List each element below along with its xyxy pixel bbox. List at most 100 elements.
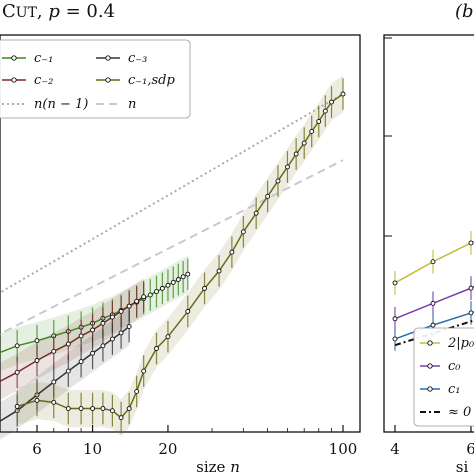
left-legend: c₋₁ c₋₃ c₋₂ c₋₁,sdp n(n − 1) n <box>0 39 191 119</box>
left-series-lines <box>0 78 346 434</box>
right-data-point <box>468 310 474 316</box>
left-shaded-bands <box>0 75 344 440</box>
data-point <box>175 277 181 282</box>
x-tick-label: 100 <box>329 440 358 458</box>
data-point <box>109 336 115 342</box>
data-point <box>78 406 84 411</box>
data-point <box>170 279 176 285</box>
x-tick-label: 10 <box>83 440 102 458</box>
left-chart-title: CUT, p = 0.4 <box>2 1 115 22</box>
data-point <box>229 249 235 255</box>
data-point <box>159 285 165 291</box>
data-point <box>202 285 207 291</box>
data-point <box>154 346 159 351</box>
right-plot-frame <box>383 34 474 433</box>
right-series-line-1 <box>394 285 474 320</box>
left-x-axis-label: size n <box>196 458 240 474</box>
data-point <box>78 333 84 339</box>
data-point <box>14 369 20 375</box>
data-point <box>118 308 124 314</box>
data-point <box>100 406 106 411</box>
data-point <box>14 343 20 349</box>
data-point <box>134 388 140 394</box>
right-legend-marker <box>427 386 433 392</box>
right-series-line-0 <box>394 241 474 284</box>
data-point <box>316 119 322 124</box>
data-point <box>90 327 96 333</box>
data-point <box>100 320 106 326</box>
legend-marker <box>11 55 17 61</box>
right-legend-label: ≈ 0 <box>448 405 471 420</box>
legend-marker <box>11 77 17 83</box>
series-band-3 <box>17 75 344 437</box>
right-chart-title: (b <box>455 1 474 22</box>
right-x-tick-label: 4 <box>390 440 400 458</box>
data-point <box>185 308 191 314</box>
data-point <box>293 151 299 157</box>
left-legend-box <box>0 39 191 119</box>
right-legend-label: c₀ <box>448 359 461 374</box>
data-point <box>118 415 124 421</box>
data-point <box>165 282 171 288</box>
data-point <box>109 314 115 320</box>
data-point <box>216 268 222 274</box>
right-data-point <box>468 285 474 291</box>
left-plot-frame <box>0 34 361 433</box>
right-legend-marker <box>427 340 433 346</box>
data-point <box>185 271 191 277</box>
right-data-point <box>430 300 436 306</box>
right-legend-marker <box>427 363 433 369</box>
data-point <box>134 298 140 304</box>
series-band-0 <box>0 255 188 372</box>
data-point <box>65 368 71 374</box>
data-point <box>265 193 271 199</box>
data-point <box>180 274 186 280</box>
right-data-point <box>392 316 398 322</box>
legend-label: n(n − 1) <box>34 97 88 112</box>
legend-label: c₋₂ <box>34 73 53 88</box>
data-point <box>90 350 96 356</box>
data-point <box>65 341 71 347</box>
data-point <box>141 294 147 300</box>
right-data-point <box>468 240 474 246</box>
data-point <box>275 178 281 184</box>
data-point <box>78 359 84 365</box>
data-point <box>329 99 334 105</box>
data-point <box>118 330 124 336</box>
legend-marker <box>105 55 111 61</box>
right-data-point <box>430 322 436 328</box>
data-point <box>165 334 171 340</box>
data-point <box>51 379 57 385</box>
left-x-ticks: 6 10 20 100 <box>16 425 358 458</box>
data-point <box>141 368 147 374</box>
data-point <box>340 91 346 97</box>
data-point <box>34 358 40 363</box>
right-data-point <box>430 259 436 265</box>
right-series-line-3 <box>394 319 474 347</box>
reference-line-5 <box>0 159 344 335</box>
right-legend: 2|p₀ c₀ c₁ ≈ 0 <box>413 327 474 427</box>
legend-label: c₋₁ <box>34 51 53 66</box>
legend-label: c₋₁,sdp <box>128 73 175 88</box>
right-x-tick-label: 6 <box>466 440 474 458</box>
data-point <box>34 338 40 344</box>
data-point <box>51 348 57 354</box>
data-point <box>284 164 290 170</box>
data-point <box>90 406 96 411</box>
data-point <box>126 324 132 329</box>
data-point <box>301 140 307 146</box>
series-band-1 <box>0 278 144 400</box>
x-tick-label: 6 <box>32 440 42 458</box>
data-point <box>14 403 20 409</box>
data-point <box>240 229 246 235</box>
data-point <box>253 210 259 216</box>
data-point <box>126 303 132 309</box>
right-legend-label: c₁ <box>448 382 461 397</box>
data-point <box>147 292 153 298</box>
data-point <box>51 399 57 405</box>
data-point <box>34 397 40 403</box>
right-series-lines <box>392 231 474 351</box>
data-point <box>154 289 159 295</box>
data-point <box>322 108 328 114</box>
right-data-point <box>392 336 398 342</box>
